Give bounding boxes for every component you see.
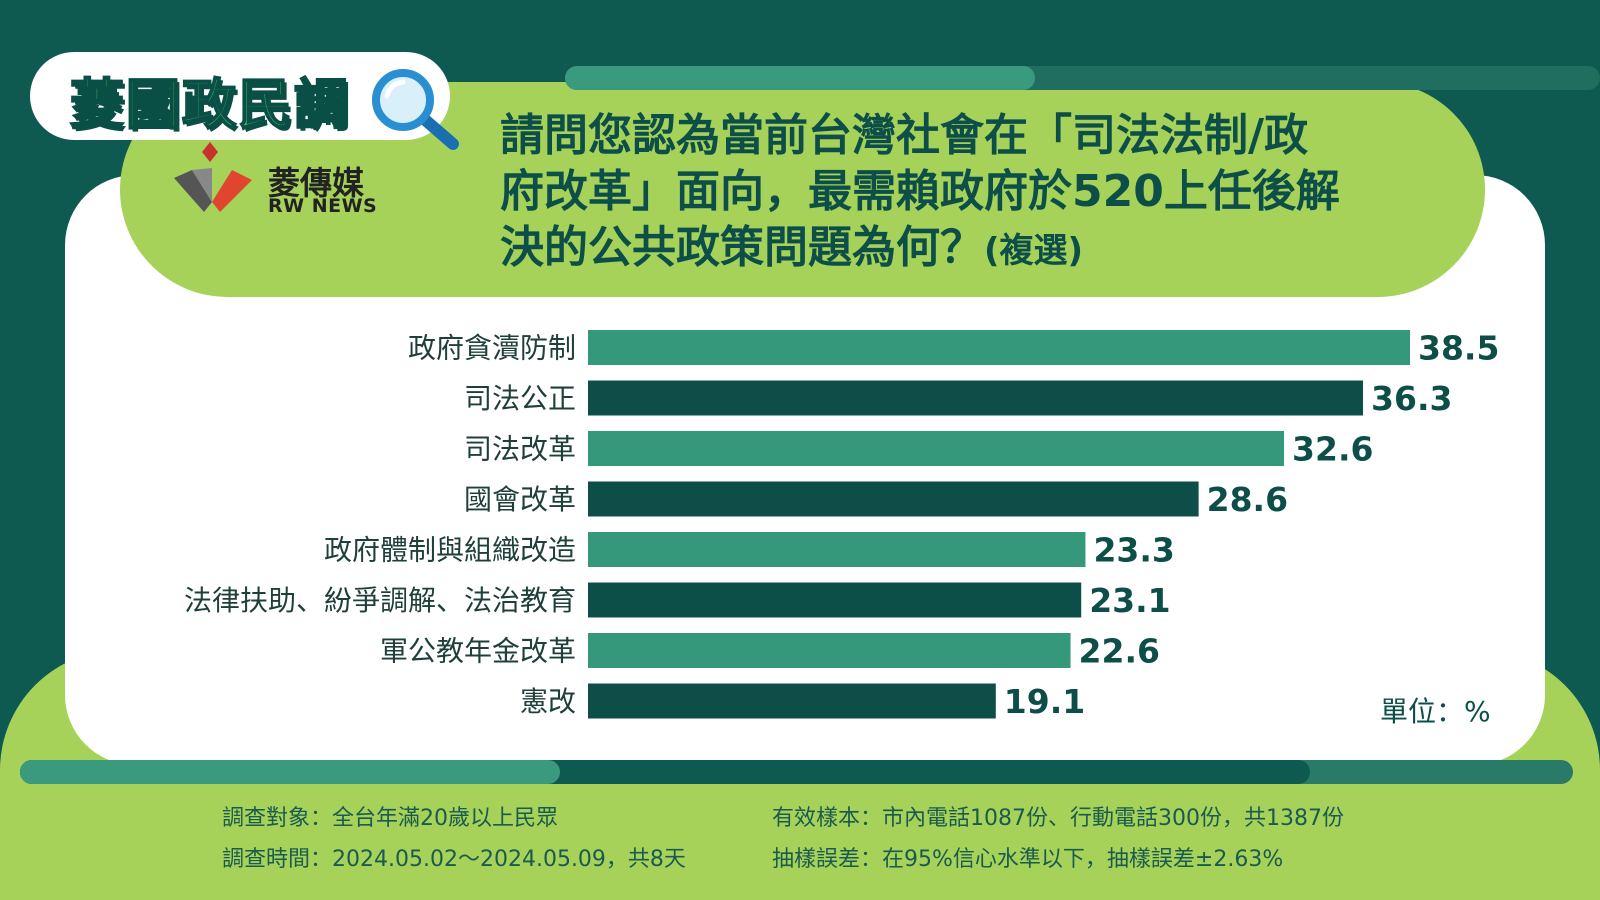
category-label: 國會改革 [464, 483, 576, 516]
bar [588, 380, 1364, 416]
question-line-3-text: 決的公共政策問題為何？ [500, 222, 984, 273]
value-label: 28.6 [1207, 480, 1288, 519]
value-label: 32.6 [1292, 430, 1373, 469]
logo-chinese-name: 菱傳媒 [268, 164, 365, 202]
unit-label: 單位：% [1380, 695, 1491, 728]
category-label: 司法改革 [464, 433, 576, 466]
footer-sample: 有效樣本：市內電話1087份、行動電話300份，共1387份 [772, 806, 1344, 831]
bar [588, 633, 1071, 668]
category-label: 軍公教年金改革 [380, 635, 576, 668]
category-label: 憲改 [520, 685, 576, 718]
footer-period: 調查時間：2024.05.02～2024.05.09，共8天 [222, 847, 686, 872]
top-decor-bar-highlight [565, 66, 1035, 90]
bar [588, 481, 1199, 517]
bottom-decor-bar-highlight [20, 760, 560, 784]
bar [588, 683, 996, 719]
footer-error: 抽樣誤差：在95%信心水準以下，抽樣誤差±2.63% [772, 847, 1284, 872]
value-label: 38.5 [1418, 329, 1499, 368]
survey-question: 請問您認為當前台灣社會在「司法法制/政 府改革」面向，最需賴政府於520上任後解… [500, 108, 1400, 279]
question-line-3: 決的公共政策問題為何？(複選) [500, 220, 1400, 279]
bar [588, 582, 1082, 618]
question-line-2: 府改革」面向，最需賴政府於520上任後解 [500, 166, 1340, 217]
value-label: 19.1 [1004, 682, 1085, 721]
bar [588, 532, 1086, 567]
magnifier-icon [372, 69, 459, 150]
category-label: 政府貪瀆防制 [408, 332, 576, 365]
logo-english-name: RW NEWS [268, 195, 378, 217]
value-label: 23.3 [1093, 531, 1174, 570]
category-label: 政府體制與組織改造 [324, 534, 576, 567]
value-label: 23.1 [1089, 581, 1170, 620]
brand-title: 菱國政民調 [69, 72, 350, 137]
bar [588, 431, 1285, 466]
value-label: 22.6 [1079, 632, 1160, 671]
value-label: 36.3 [1371, 379, 1452, 418]
question-line-1: 請問您認為當前台灣社會在「司法法制/政 [500, 110, 1309, 161]
category-label: 司法公正 [464, 382, 576, 415]
footer-target: 調查對象：全台年滿20歲以上民眾 [222, 806, 558, 831]
category-label: 法律扶助、紛爭調解、法治教育 [184, 584, 576, 617]
question-note: (複選) [984, 231, 1084, 271]
rwnews-logo-icon [174, 142, 252, 212]
bar [588, 330, 1410, 365]
